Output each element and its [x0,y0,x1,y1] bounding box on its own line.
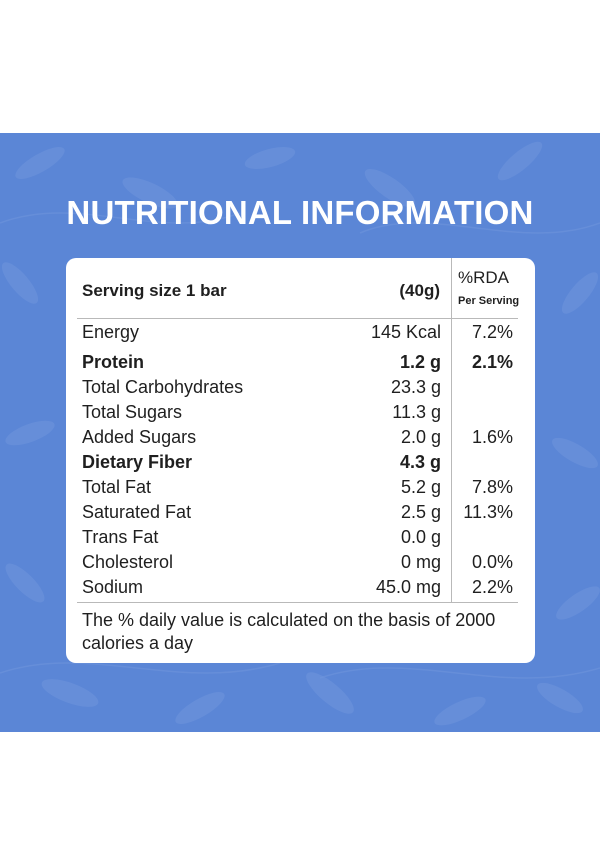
nutrient-row-cholesterol: Cholesterol 0 mg 0.0% [82,552,527,576]
nutrient-row-trans-fat: Trans Fat 0.0 g [82,527,527,551]
nutrient-value: 1.2 g [399,352,441,372]
nutrient-value: 0 mg [400,552,441,572]
nutrient-rda: 7.2% [471,322,513,342]
nutrient-rda: 2.1% [471,352,513,372]
rda-column-header: %RDA [458,268,510,287]
nutrient-name: Sodium [82,577,144,597]
nutrient-name: Dietary Fiber [82,452,193,472]
nutrient-value: 4.3 g [399,452,441,472]
nutrient-value: 23.3 g [390,377,441,397]
nutrient-name: Trans Fat [82,527,159,547]
nutrient-row-sodium: Sodium 45.0 mg 2.2% [82,577,527,601]
nutrient-name: Total Carbohydrates [82,377,244,397]
header-divider [77,318,518,319]
nutrient-rda: 7.8% [471,477,513,497]
nutrient-row-total-sugars: Total Sugars 11.3 g [82,402,527,426]
nutrient-value: 2.0 g [400,427,441,447]
nutrition-table-card: Serving size 1 bar (40g) %RDA Per Servin… [66,258,535,663]
serving-weight: (40g) [399,281,440,300]
nutrient-row-dietary-fiber: Dietary Fiber 4.3 g [82,452,527,476]
nutrient-row-total-carbohydrates: Total Carbohydrates 23.3 g [82,377,527,401]
nutrient-row-saturated-fat: Saturated Fat 2.5 g 11.3% [82,502,527,526]
nutrient-rda: 0.0% [471,552,513,572]
nutrient-name: Energy [82,322,140,342]
column-divider [451,258,452,602]
footer-divider [77,602,518,603]
nutrient-rda: 1.6% [471,427,513,447]
nutrient-value: 145 Kcal [370,322,441,342]
rda-per-serving-label: Per Serving [458,295,520,307]
nutrient-name: Added Sugars [82,427,197,447]
nutrient-rda: 11.3% [463,502,513,522]
nutrient-rda: 2.2% [471,577,513,597]
nutrient-value: 0.0 g [400,527,441,547]
nutrient-row-protein: Protein 1.2 g 2.1% [82,352,527,376]
nutrient-value: 2.5 g [400,502,441,522]
nutrient-value: 45.0 mg [375,577,441,597]
daily-value-footnote: The % daily value is calculated on the b… [82,610,496,653]
nutrient-value: 5.2 g [400,477,441,497]
nutrient-value: 11.3 g [392,402,441,422]
nutrient-name: Cholesterol [82,552,174,572]
nutrient-name: Protein [82,352,145,372]
nutrient-name: Total Sugars [82,402,183,422]
nutrient-row-total-fat: Total Fat 5.2 g 7.8% [82,477,527,501]
nutrient-name: Total Fat [82,477,152,497]
nutrient-name: Saturated Fat [82,502,192,522]
page-title: NUTRITIONAL INFORMATION [66,194,534,231]
nutrient-row-energy: Energy 145 Kcal 7.2% [82,322,527,346]
serving-size-label: Serving size 1 bar [82,281,227,300]
nutrient-row-added-sugars: Added Sugars 2.0 g 1.6% [82,427,527,451]
leaf-pattern-decoration [0,141,600,726]
